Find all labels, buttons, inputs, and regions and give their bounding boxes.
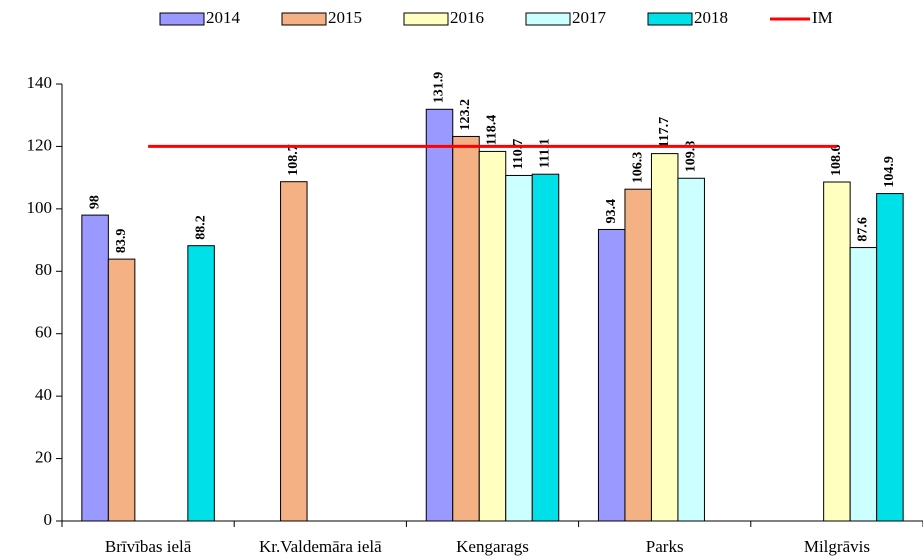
data-label: 104.9 [882, 156, 897, 188]
legend-label: 2015 [328, 8, 362, 27]
bar [823, 181, 851, 522]
data-label: 108.7 [286, 144, 301, 176]
y-tick-label: 80 [35, 260, 52, 279]
legend-swatch [159, 12, 205, 26]
data-label: 106.3 [630, 152, 645, 184]
y-tick-label: 60 [35, 323, 52, 342]
bar [650, 153, 679, 522]
data-label: 108.6 [829, 145, 844, 177]
bar [677, 177, 705, 522]
bar [81, 214, 109, 522]
legend-label: 2018 [694, 8, 728, 27]
x-tick-label: Milgrāvis [804, 537, 870, 556]
legend-label: 2014 [206, 8, 241, 27]
data-label: 87.6 [856, 217, 871, 242]
legend-swatch [403, 12, 449, 26]
bar [597, 228, 626, 522]
data-label: 110.7 [511, 139, 526, 170]
bar [280, 181, 308, 522]
y-tick-label: 40 [35, 385, 52, 404]
bar [505, 174, 533, 522]
legend-label: IM [812, 8, 833, 27]
y-tick-label: 140 [27, 73, 53, 92]
data-label: 109.8 [683, 141, 698, 173]
legend-swatch [281, 12, 327, 26]
data-label: 117.7 [657, 117, 672, 148]
legend-swatch [647, 12, 693, 26]
bar [478, 150, 507, 522]
x-tick-label: Kr.Valdemāra ielā [259, 537, 382, 556]
data-label: 111.1 [538, 138, 553, 168]
data-label: 131.9 [432, 72, 447, 104]
bar [876, 193, 904, 522]
bar [452, 135, 480, 522]
x-tick-label: Brīvības ielā [105, 537, 192, 556]
bar [624, 188, 652, 522]
y-tick-label: 120 [27, 135, 53, 154]
bar [531, 173, 560, 522]
data-label: 98 [87, 195, 102, 209]
legend-swatch [525, 12, 571, 26]
y-tick-label: 20 [35, 447, 52, 466]
bar [107, 258, 136, 522]
y-tick-label: 0 [44, 510, 53, 529]
x-tick-label: Kengarags [456, 537, 529, 556]
data-label: 123.2 [458, 99, 473, 131]
bar [425, 108, 454, 522]
x-tick-label: Parks [646, 537, 684, 556]
data-label: 83.9 [114, 229, 129, 254]
legend-label: 2017 [572, 8, 607, 27]
bar [849, 247, 878, 522]
data-label: 93.4 [604, 199, 619, 224]
data-label: 88.2 [193, 215, 208, 240]
y-tick-label: 100 [27, 198, 53, 217]
bar [187, 245, 215, 522]
legend-label: 2016 [450, 8, 484, 27]
data-label: 118.4 [485, 115, 500, 146]
